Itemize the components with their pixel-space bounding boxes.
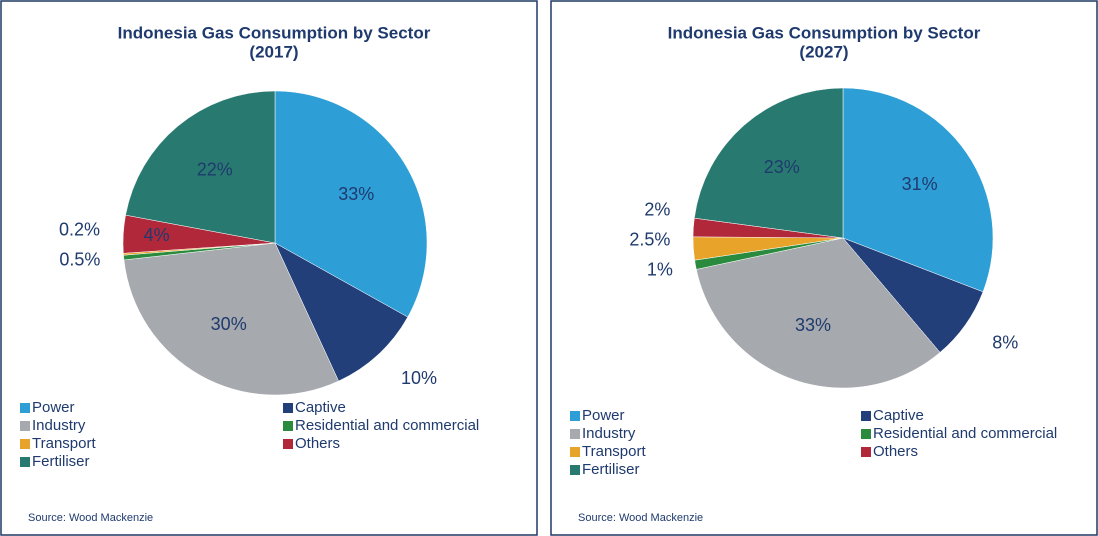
legend-label: Captive	[295, 399, 346, 416]
legend-swatch	[570, 447, 580, 457]
data-label: 2%	[644, 199, 670, 219]
legend-label: Others	[295, 435, 340, 452]
pie-slice	[694, 87, 844, 239]
legend-label: Fertiliser	[582, 461, 640, 478]
panel-border	[0, 0, 538, 536]
legend-label: Transport	[582, 443, 646, 460]
legend-swatch	[20, 439, 30, 449]
data-label: 4%	[144, 225, 170, 245]
data-label: 0.5%	[59, 250, 100, 270]
pie-slice	[125, 90, 276, 244]
chart-subtitle: (2027)	[799, 42, 848, 61]
legend-label: Industry	[32, 417, 86, 434]
data-label: 33%	[795, 315, 831, 335]
legend-swatch	[283, 421, 293, 431]
data-label: 30%	[211, 314, 247, 334]
legend-label: Industry	[582, 425, 636, 442]
source-note: Source: Wood Mackenzie	[578, 512, 703, 524]
data-label: 22%	[197, 159, 233, 179]
legend-swatch	[20, 421, 30, 431]
legend-label: Others	[873, 443, 918, 460]
legend-label: Power	[582, 407, 625, 424]
legend-swatch	[861, 447, 871, 457]
data-label: 0.2%	[59, 220, 100, 240]
legend-swatch	[861, 429, 871, 439]
legend-label: Residential and commercial	[873, 425, 1057, 442]
chart-title: Indonesia Gas Consumption by Sector	[668, 23, 981, 42]
legend-swatch	[20, 457, 30, 467]
legend-label: Transport	[32, 435, 96, 452]
chart-subtitle: (2017)	[249, 42, 298, 61]
pie-slice	[123, 242, 339, 396]
legend-label: Residential and commercial	[295, 417, 479, 434]
legend-swatch	[570, 465, 580, 475]
data-label: 1%	[647, 259, 673, 279]
data-label: 33%	[338, 184, 374, 204]
legend-swatch	[570, 429, 580, 439]
pie-slice	[696, 237, 941, 389]
data-label: 23%	[764, 157, 800, 177]
data-label: 8%	[992, 333, 1018, 353]
pie-slice	[842, 87, 994, 293]
legend-swatch	[20, 403, 30, 413]
data-label: 10%	[401, 368, 437, 388]
legend-swatch	[283, 439, 293, 449]
pie-slice	[274, 242, 409, 382]
legend-label: Fertiliser	[32, 453, 90, 470]
legend-label: Captive	[873, 407, 924, 424]
chart-title: Indonesia Gas Consumption by Sector	[118, 23, 431, 42]
legend-swatch	[283, 403, 293, 413]
legend-swatch	[861, 411, 871, 421]
data-label: 31%	[902, 174, 938, 194]
source-note: Source: Wood Mackenzie	[28, 512, 153, 524]
legend-label: Power	[32, 399, 75, 416]
legend-swatch	[570, 411, 580, 421]
panel-border	[550, 0, 1098, 536]
pie-slice	[274, 90, 428, 318]
data-label: 2.5%	[629, 229, 670, 249]
